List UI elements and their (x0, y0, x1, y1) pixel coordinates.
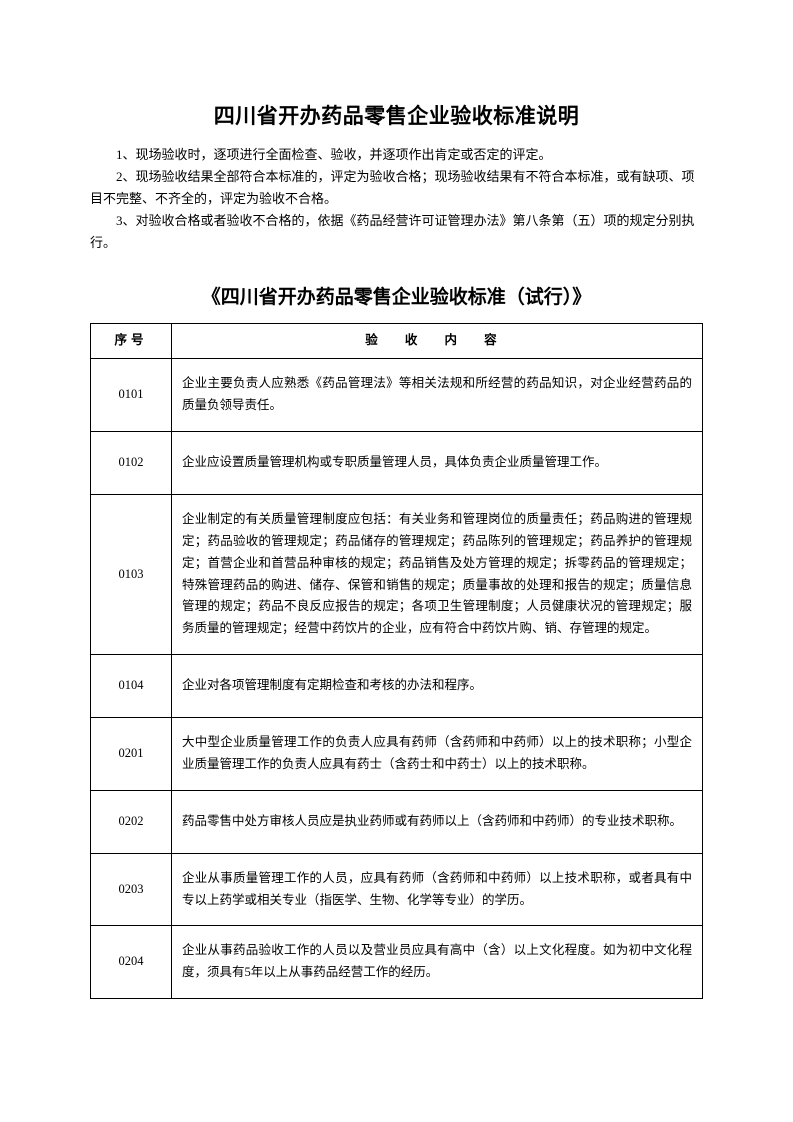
table-row: 0203 企业从事质量管理工作的人员，应具有药师（含药师和中药师）以上技术职称，… (91, 853, 703, 926)
intro-paragraph-1: 1、现场验收时，逐项进行全面检查、验收，并逐项作出肯定或否定的评定。 (90, 144, 703, 166)
intro-section: 1、现场验收时，逐项进行全面检查、验收，并逐项作出肯定或否定的评定。 2、现场验… (90, 144, 703, 254)
table-subtitle: 《四川省开办药品零售企业验收标准（试行）》 (90, 282, 703, 309)
header-index: 序号 (91, 324, 172, 359)
row-index: 0201 (91, 718, 172, 791)
table-row: 0102 企业应设置质量管理机构或专职质量管理人员，具体负责企业质量管理工作。 (91, 432, 703, 495)
table-row: 0201 大中型企业质量管理工作的负责人应具有药师（含药师和中药师）以上的技术职… (91, 718, 703, 791)
table-row: 0204 企业从事药品验收工作的人员以及营业员应具有高中（含）以上文化程度。如为… (91, 926, 703, 999)
row-content: 企业从事药品验收工作的人员以及营业员应具有高中（含）以上文化程度。如为初中文化程… (172, 926, 703, 999)
row-index: 0203 (91, 853, 172, 926)
standards-table: 序号 验 收 内 容 0101 企业主要负责人应熟悉《药品管理法》等相关法规和所… (90, 323, 703, 999)
table-row: 0101 企业主要负责人应熟悉《药品管理法》等相关法规和所经营的药品知识，对企业… (91, 359, 703, 432)
intro-paragraph-3: 3、对验收合格或者验收不合格的，依据《药品经营许可证管理办法》第八条第（五）项的… (90, 210, 703, 254)
page-title: 四川省开办药品零售企业验收标准说明 (90, 100, 703, 130)
row-content: 企业从事质量管理工作的人员，应具有药师（含药师和中药师）以上技术职称，或者具有中… (172, 853, 703, 926)
row-index: 0103 (91, 494, 172, 654)
document-page: 四川省开办药品零售企业验收标准说明 1、现场验收时，逐项进行全面检查、验收，并逐… (0, 0, 793, 1059)
table-row: 0202 药品零售中处方审核人员应是执业药师或有药师以上（含药师和中药师）的专业… (91, 790, 703, 853)
header-content: 验 收 内 容 (172, 324, 703, 359)
row-index: 0202 (91, 790, 172, 853)
table-row: 0104 企业对各项管理制度有定期检查和考核的办法和程序。 (91, 655, 703, 718)
intro-paragraph-2: 2、现场验收结果全部符合本标准的，评定为验收合格；现场验收结果有不符合本标准，或… (90, 166, 703, 210)
row-content: 企业对各项管理制度有定期检查和考核的办法和程序。 (172, 655, 703, 718)
table-row: 0103 企业制定的有关质量管理制度应包括：有关业务和管理岗位的质量责任；药品购… (91, 494, 703, 654)
row-content: 企业应设置质量管理机构或专职质量管理人员，具体负责企业质量管理工作。 (172, 432, 703, 495)
row-content: 大中型企业质量管理工作的负责人应具有药师（含药师和中药师）以上的技术职称；小型企… (172, 718, 703, 791)
row-content: 企业制定的有关质量管理制度应包括：有关业务和管理岗位的质量责任；药品购进的管理规… (172, 494, 703, 654)
row-content: 企业主要负责人应熟悉《药品管理法》等相关法规和所经营的药品知识，对企业经营药品的… (172, 359, 703, 432)
row-index: 0204 (91, 926, 172, 999)
row-index: 0102 (91, 432, 172, 495)
row-content: 药品零售中处方审核人员应是执业药师或有药师以上（含药师和中药师）的专业技术职称。 (172, 790, 703, 853)
row-index: 0101 (91, 359, 172, 432)
table-header-row: 序号 验 收 内 容 (91, 324, 703, 359)
row-index: 0104 (91, 655, 172, 718)
